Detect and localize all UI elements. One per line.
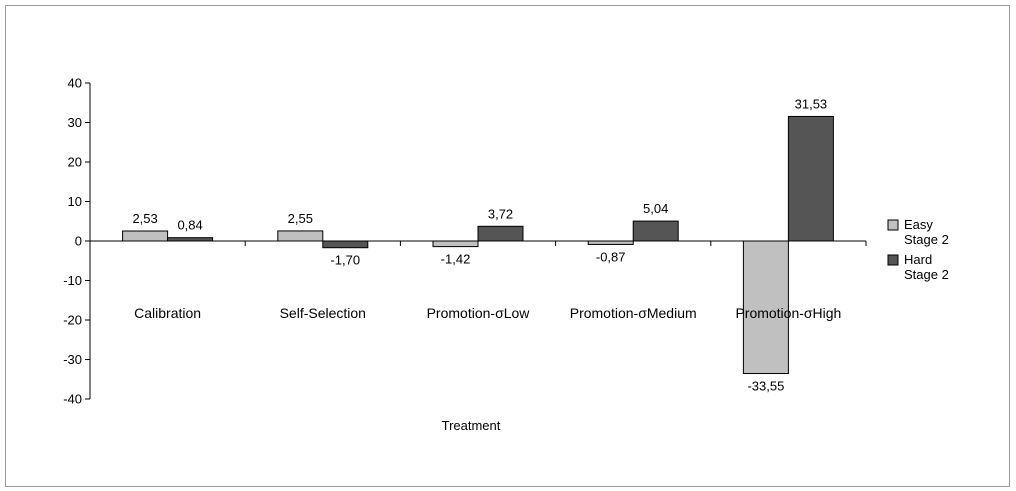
chart-frame: -40 -30 -20 -10 0 10 20 30 40 Calibration Self-Se… bbox=[5, 5, 1010, 487]
legend-swatch-easy bbox=[887, 219, 899, 231]
data-label: -1,42 bbox=[441, 252, 471, 267]
data-label: 3,72 bbox=[488, 206, 513, 221]
bar-chart: -40 -30 -20 -10 0 10 20 30 40 Calibration Self-Se… bbox=[63, 76, 949, 434]
y-tick-label: 30 bbox=[68, 115, 82, 130]
legend-label: Hard bbox=[904, 252, 932, 267]
data-label: 5,04 bbox=[643, 201, 668, 216]
y-tick-label: -10 bbox=[63, 273, 82, 288]
bar-hard bbox=[322, 240, 369, 249]
bar-hard bbox=[632, 220, 679, 242]
y-tick-label: 40 bbox=[68, 76, 82, 91]
data-label: -0,87 bbox=[596, 249, 626, 264]
bar-easy bbox=[122, 230, 169, 242]
y-tick-label: -20 bbox=[63, 313, 82, 328]
data-label: 31,53 bbox=[795, 96, 828, 111]
data-label: -1,70 bbox=[330, 253, 360, 268]
legend-label: Easy bbox=[904, 217, 933, 232]
bar-easy bbox=[587, 240, 634, 245]
category-label: Calibration bbox=[134, 305, 201, 321]
bar-hard bbox=[477, 225, 524, 242]
category-labels: Calibration Self-Selection Promotion-σLow P… bbox=[134, 305, 841, 321]
y-tick-label: 10 bbox=[68, 194, 82, 209]
category-label: Promotion-σMedium bbox=[570, 305, 697, 321]
data-label: 2,55 bbox=[288, 211, 313, 226]
bar-hard bbox=[787, 115, 834, 242]
bar-easy bbox=[277, 230, 324, 242]
bar-easy bbox=[742, 240, 789, 375]
legend-swatch-hard bbox=[887, 254, 899, 266]
data-labels: 2,53 2,55 -1,42 -0,87 -33,55 0,84 -1,70 3,72 5,0… bbox=[132, 96, 827, 393]
legend-label: Stage 2 bbox=[904, 267, 949, 282]
y-axis-ticks: -40 -30 -20 -10 0 10 20 30 40 bbox=[63, 76, 90, 407]
legend-label: Stage 2 bbox=[904, 232, 949, 247]
category-label: Promotion-σLow bbox=[427, 305, 531, 321]
bar-easy bbox=[432, 240, 479, 248]
y-tick-label: 0 bbox=[75, 234, 82, 249]
data-label: 0,84 bbox=[177, 218, 202, 233]
data-label: -33,55 bbox=[747, 379, 784, 394]
axes bbox=[89, 83, 867, 399]
y-tick-label: 20 bbox=[68, 155, 82, 170]
category-label: Self-Selection bbox=[280, 305, 366, 321]
category-label: Promotion-σHigh bbox=[735, 305, 841, 321]
data-label: 2,53 bbox=[132, 211, 157, 226]
y-tick-label: -40 bbox=[63, 392, 82, 407]
bars bbox=[122, 115, 834, 375]
y-tick-label: -30 bbox=[63, 352, 82, 367]
x-axis-title: Treatment bbox=[442, 418, 501, 433]
